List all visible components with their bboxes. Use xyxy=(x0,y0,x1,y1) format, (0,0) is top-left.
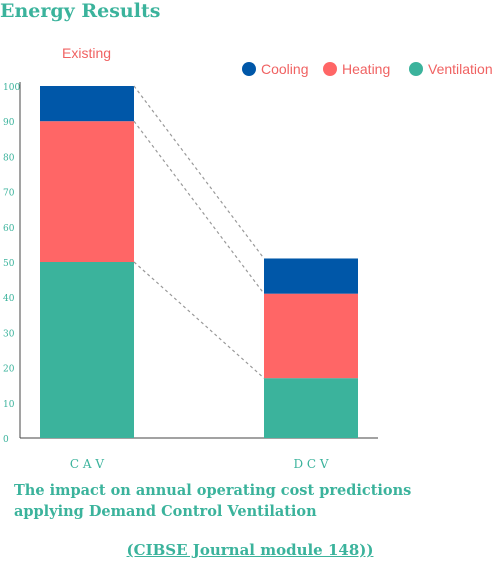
y-tick-label: 10 xyxy=(3,400,15,410)
bar-heating-1 xyxy=(40,121,134,262)
legend-item-cooling: Cooling xyxy=(242,61,308,77)
source-link[interactable]: (CIBSE Journal module 148)) xyxy=(126,541,374,559)
y-tick-label: 60 xyxy=(3,224,15,234)
y-tick-label: 30 xyxy=(3,329,15,339)
chart-subtitle: Existing xyxy=(62,45,112,61)
bar-heating-2 xyxy=(264,293,358,379)
heating-swatch xyxy=(323,62,337,76)
y-tick-label: 90 xyxy=(3,118,15,128)
chart-title: Energy Results xyxy=(0,0,161,22)
connector-line xyxy=(133,120,265,295)
bar-ventilation-2 xyxy=(264,378,358,438)
y-tick-label: 40 xyxy=(3,294,15,304)
x-tick-label: C A V xyxy=(70,457,104,471)
y-tick-label: 80 xyxy=(3,153,15,163)
y-tick-label: 20 xyxy=(3,365,15,375)
y-tick-label: 100 xyxy=(3,83,20,93)
legend-item-ventilation: Ventilation xyxy=(409,61,493,77)
y-tick-label: 70 xyxy=(3,189,15,199)
legend-label-heating: Heating xyxy=(342,61,391,77)
legend-label-ventilation: Ventilation xyxy=(428,61,493,77)
x-tick-label: D C V xyxy=(293,457,328,471)
bar-ventilation-1 xyxy=(40,262,134,438)
cooling-swatch xyxy=(242,62,256,76)
connector-line xyxy=(133,261,265,379)
legend-label-cooling: Cooling xyxy=(261,61,309,77)
bar-cooling-1 xyxy=(40,86,134,122)
legend-item-heating: Heating xyxy=(323,61,390,77)
connector-line xyxy=(133,85,265,259)
y-tick-label: 0 xyxy=(3,435,9,445)
y-tick-label: 50 xyxy=(3,259,15,269)
ventilation-swatch xyxy=(409,62,423,76)
stacked-bar-chart: 0 10 20 30 40 50 60 70 80 90 100 C A V D C V xyxy=(3,82,378,471)
bar-cooling-2 xyxy=(264,258,358,294)
chart-caption: The impact on annual operating cost pred… xyxy=(14,482,412,520)
